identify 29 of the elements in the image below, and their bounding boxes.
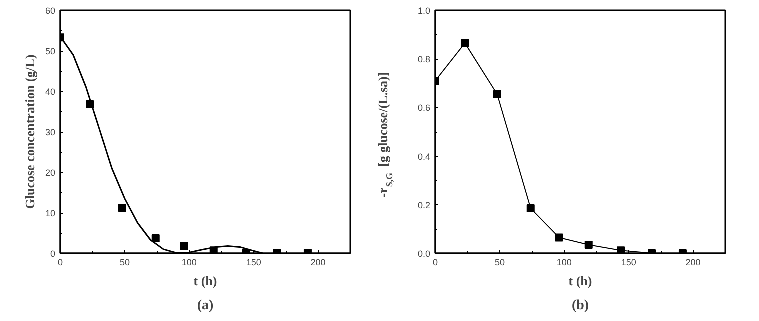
x-axis-title: t (h) bbox=[194, 274, 218, 288]
x-tick-label: 0 bbox=[58, 258, 64, 268]
y-tick-label: 50 bbox=[45, 46, 56, 56]
x-tick-label: 150 bbox=[621, 258, 636, 268]
y-tick-label: 0 bbox=[50, 249, 56, 259]
y-tick-label: 0.2 bbox=[418, 200, 431, 210]
y-tick-label: 1.0 bbox=[418, 6, 431, 16]
x-tick-label: 200 bbox=[686, 258, 701, 268]
y-tick-label: 0.6 bbox=[418, 103, 431, 114]
x-axis-title: t (h) bbox=[568, 274, 592, 288]
x-tick-label: 200 bbox=[310, 258, 326, 268]
x-tick-label: 0 bbox=[432, 258, 438, 268]
y-tick-label: 0.8 bbox=[418, 54, 431, 65]
x-tick-label: 50 bbox=[494, 258, 505, 268]
y-tick-label: 0.4 bbox=[418, 152, 431, 162]
x-tick-label: 100 bbox=[556, 258, 572, 268]
text: (a) bbox=[197, 298, 214, 314]
x-tick-label: 100 bbox=[182, 258, 197, 268]
y-tick-label: 20 bbox=[45, 168, 56, 178]
y-tick-label: 40 bbox=[45, 87, 56, 97]
text: (b) bbox=[572, 298, 590, 314]
y-tick-label: 30 bbox=[45, 128, 56, 138]
x-tick-label: 150 bbox=[246, 258, 262, 268]
y-tick-label: 0.0 bbox=[418, 249, 431, 259]
x-tick-label: 50 bbox=[120, 258, 130, 268]
y-axis-title: Glucose concentration (g/L) bbox=[22, 54, 38, 210]
y-axis-title: -rS,G [g glucose/(L.sa)] bbox=[376, 72, 394, 198]
y-tick-label: 60 bbox=[45, 6, 56, 16]
y-tick-label: 10 bbox=[45, 208, 56, 218]
